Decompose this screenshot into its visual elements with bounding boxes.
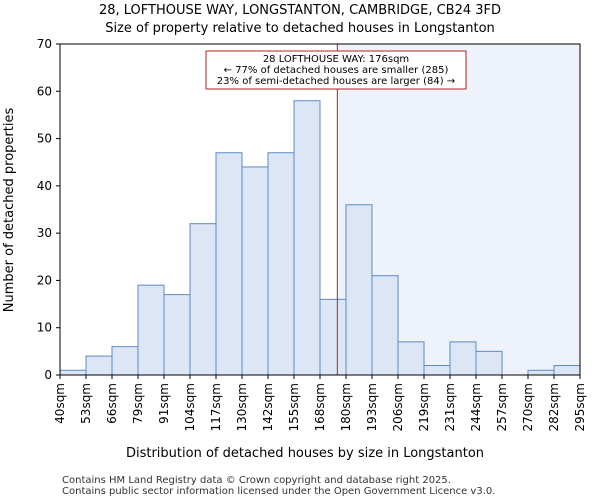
x-tick-label: 91sqm — [157, 383, 171, 424]
y-tick-label: 30 — [37, 226, 52, 240]
x-tick-label: 40sqm — [53, 383, 67, 424]
x-tick-label: 206sqm — [391, 383, 405, 431]
bar — [423, 365, 451, 376]
y-tick-label: 20 — [37, 273, 52, 287]
bar — [163, 294, 191, 376]
x-tick-label: 295sqm — [573, 383, 587, 431]
bar — [371, 275, 399, 376]
annotation-box: 28 LOFTHOUSE WAY: 176sqm ← 77% of detach… — [205, 50, 467, 90]
y-tick-label: 60 — [37, 84, 52, 98]
x-tick-label: 219sqm — [417, 383, 431, 431]
y-tick-label: 10 — [37, 321, 52, 335]
x-tick-label: 66sqm — [105, 383, 119, 424]
x-tick-label: 282sqm — [547, 383, 561, 431]
x-tick-label: 117sqm — [209, 383, 223, 431]
annotation-line-1: 28 LOFTHOUSE WAY: 176sqm — [263, 54, 409, 65]
x-axis: 40sqm 53sqm 66sqm 79sqm 91sqm 104sqm 117sqm 130… — [53, 375, 587, 431]
x-tick-label: 53sqm — [79, 383, 93, 424]
y-axis: 0 10 20 30 40 50 60 70 — [37, 37, 60, 382]
y-tick-label: 0 — [44, 368, 52, 382]
bar — [475, 350, 503, 376]
bar — [527, 369, 555, 376]
bar — [267, 152, 295, 376]
x-tick-label: 180sqm — [339, 383, 353, 431]
x-tick-label: 104sqm — [183, 383, 197, 431]
x-tick-label: 270sqm — [521, 383, 535, 431]
chart-subtitle: Size of property relative to detached ho… — [105, 21, 495, 36]
bar — [553, 365, 581, 376]
bar — [293, 100, 321, 376]
bar — [345, 204, 373, 376]
x-tick-label: 257sqm — [495, 383, 509, 431]
y-axis-label: Number of detached properties — [2, 108, 17, 313]
x-axis-label: Distribution of detached houses by size … — [126, 446, 484, 461]
x-tick-label: 168sqm — [313, 383, 327, 431]
footer-line-1: Contains HM Land Registry data © Crown c… — [62, 475, 451, 486]
bar — [137, 284, 165, 376]
bars — [59, 100, 581, 376]
bar — [241, 166, 269, 376]
x-tick-label: 244sqm — [469, 383, 483, 431]
x-tick-label: 193sqm — [365, 383, 379, 431]
x-tick-label: 79sqm — [131, 383, 145, 424]
bar — [215, 152, 243, 376]
bar — [111, 346, 139, 376]
y-tick-label: 70 — [37, 37, 52, 51]
x-tick-label: 130sqm — [235, 383, 249, 431]
x-tick-label: 142sqm — [261, 383, 275, 431]
x-tick-label: 231sqm — [443, 383, 457, 431]
y-tick-label: 50 — [37, 132, 52, 146]
annotation-line-3: 23% of semi-detached houses are larger (… — [217, 76, 455, 87]
bar — [189, 223, 217, 376]
x-tick-label: 155sqm — [287, 383, 301, 431]
y-tick-label: 40 — [37, 179, 52, 193]
bar — [85, 355, 113, 376]
bar — [319, 298, 347, 376]
bar — [449, 341, 477, 376]
footer-line-2: Contains public sector information licen… — [62, 486, 495, 497]
bar — [397, 341, 425, 376]
chart-title: 28, LOFTHOUSE WAY, LONGSTANTON, CAMBRIDG… — [99, 3, 501, 18]
annotation-line-2: ← 77% of detached houses are smaller (28… — [224, 65, 449, 76]
bar — [59, 369, 87, 376]
